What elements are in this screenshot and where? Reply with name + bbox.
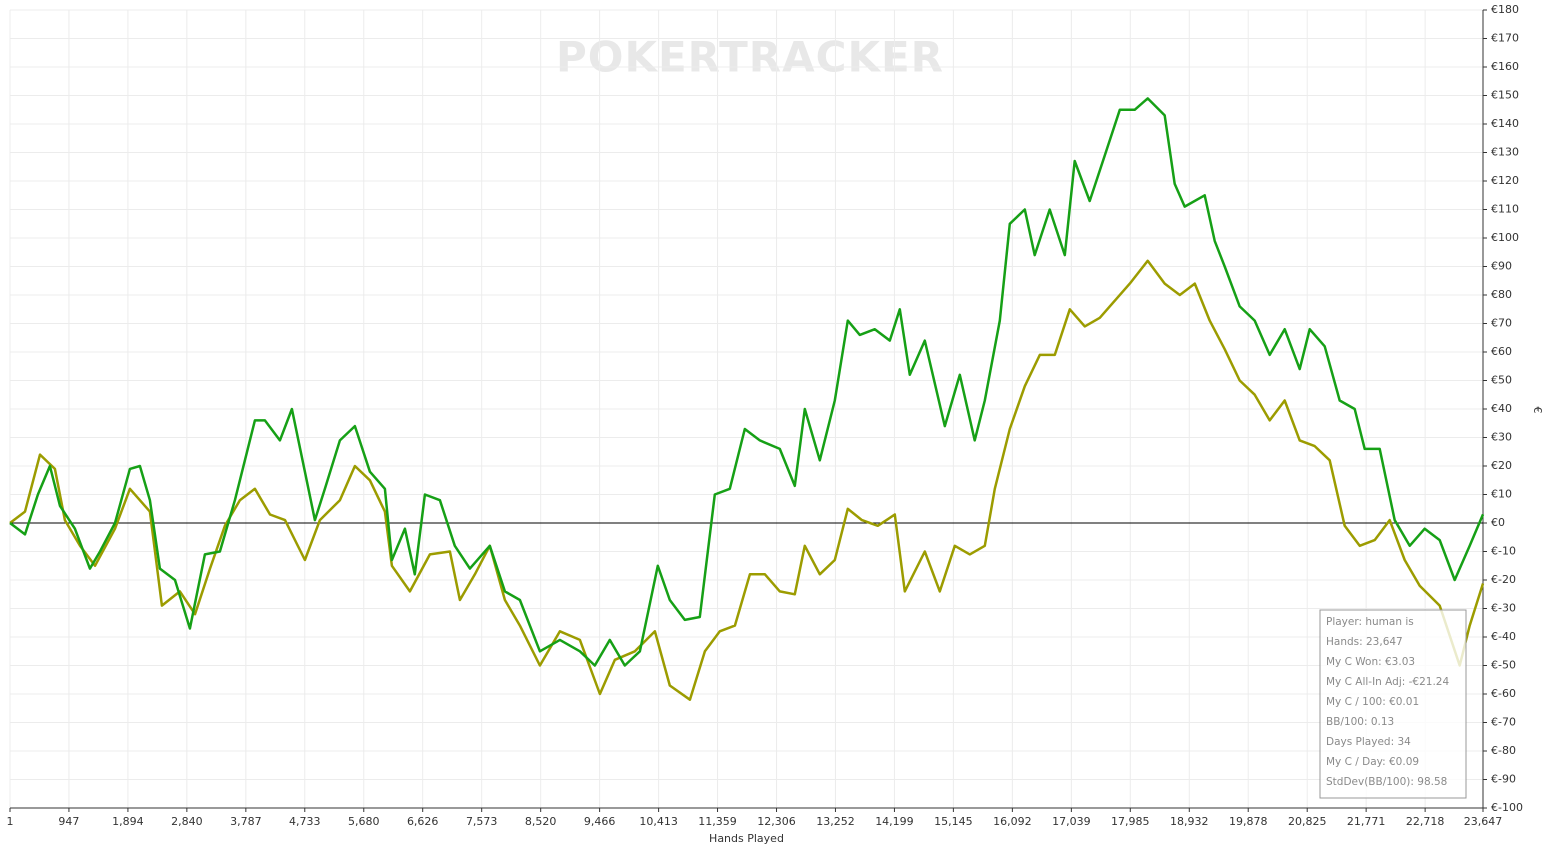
info-line: Days Played: 34 — [1326, 736, 1411, 748]
x-tick-label: 12,306 — [757, 815, 796, 828]
y-tick-label: €-10 — [1491, 545, 1516, 558]
y-tick-label: €60 — [1491, 345, 1512, 358]
x-tick-label: 9,466 — [584, 815, 616, 828]
info-line: StdDev(BB/100): 98.58 — [1326, 776, 1447, 788]
x-tick-label: 10,413 — [639, 815, 678, 828]
x-tick-label: 15,145 — [934, 815, 973, 828]
y-tick-label: €90 — [1491, 260, 1512, 273]
info-line: Hands: 23,647 — [1326, 636, 1403, 648]
y-tick-label: €-100 — [1491, 801, 1523, 814]
x-tick-label: 13,252 — [816, 815, 855, 828]
y-axis-title: € — [1531, 407, 1544, 414]
x-tick-label: 1,894 — [112, 815, 144, 828]
x-tick-label: 4,733 — [289, 815, 321, 828]
x-tick-label: 8,520 — [525, 815, 557, 828]
x-tick-label: 1 — [7, 815, 14, 828]
info-line: My C / Day: €0.09 — [1326, 756, 1419, 768]
info-line: My C All-In Adj: -€21.24 — [1326, 676, 1449, 688]
x-tick-label: 17,985 — [1111, 815, 1150, 828]
y-tick-label: €120 — [1491, 174, 1519, 187]
info-line: Player: human is — [1326, 616, 1414, 628]
y-tick-label: €10 — [1491, 488, 1512, 501]
y-tick-label: €-30 — [1491, 602, 1516, 615]
y-tick-label: €-70 — [1491, 716, 1516, 729]
y-tick-label: €160 — [1491, 60, 1519, 73]
info-box — [1319, 609, 1467, 799]
info-line: BB/100: 0.13 — [1326, 716, 1394, 728]
y-tick-label: €170 — [1491, 32, 1519, 45]
x-tick-label: 5,680 — [348, 815, 380, 828]
y-tick-label: €30 — [1491, 431, 1512, 444]
y-tick-label: €-90 — [1491, 773, 1516, 786]
y-tick-label: €-40 — [1491, 630, 1516, 643]
y-tick-label: €40 — [1491, 402, 1512, 415]
x-tick-label: 7,573 — [466, 815, 498, 828]
series-line — [9, 97, 1485, 667]
x-tick-label: 17,039 — [1052, 815, 1091, 828]
x-tick-label: 11,359 — [698, 815, 737, 828]
x-axis-title: Hands Played — [709, 832, 784, 845]
x-tick-label: 22,718 — [1406, 815, 1445, 828]
y-tick-label: €50 — [1491, 374, 1512, 387]
y-tick-label: €70 — [1491, 317, 1512, 330]
y-tick-label: €180 — [1491, 3, 1519, 16]
x-tick-label: 2,840 — [171, 815, 203, 828]
y-tick-label: €140 — [1491, 117, 1519, 130]
y-tick-label: €-50 — [1491, 659, 1516, 672]
y-tick-label: €20 — [1491, 459, 1512, 472]
y-tick-label: €110 — [1491, 203, 1519, 216]
y-tick-label: €130 — [1491, 146, 1519, 159]
x-tick-label: 19,878 — [1229, 815, 1268, 828]
info-line: My C / 100: €0.01 — [1326, 696, 1419, 708]
x-tick-label: 16,092 — [993, 815, 1032, 828]
y-tick-label: €80 — [1491, 288, 1512, 301]
x-tick-label: 6,626 — [407, 815, 439, 828]
x-tick-label: 23,647 — [1464, 815, 1503, 828]
y-tick-label: €-20 — [1491, 573, 1516, 586]
y-tick-label: €150 — [1491, 89, 1519, 102]
y-tick-label: €100 — [1491, 231, 1519, 244]
series-line — [9, 259, 1485, 701]
watermark: POKERTRACKER — [556, 33, 944, 82]
y-tick-label: €-80 — [1491, 744, 1516, 757]
y-tick-label: €-60 — [1491, 687, 1516, 700]
x-tick-label: 3,787 — [230, 815, 262, 828]
x-tick-label: 20,825 — [1288, 815, 1327, 828]
x-tick-label: 21,771 — [1347, 815, 1386, 828]
x-tick-label: 947 — [58, 815, 79, 828]
x-tick-label: 18,932 — [1170, 815, 1209, 828]
info-line: My C Won: €3.03 — [1326, 656, 1415, 668]
y-tick-label: €0 — [1491, 516, 1505, 529]
x-tick-label: 14,199 — [875, 815, 914, 828]
